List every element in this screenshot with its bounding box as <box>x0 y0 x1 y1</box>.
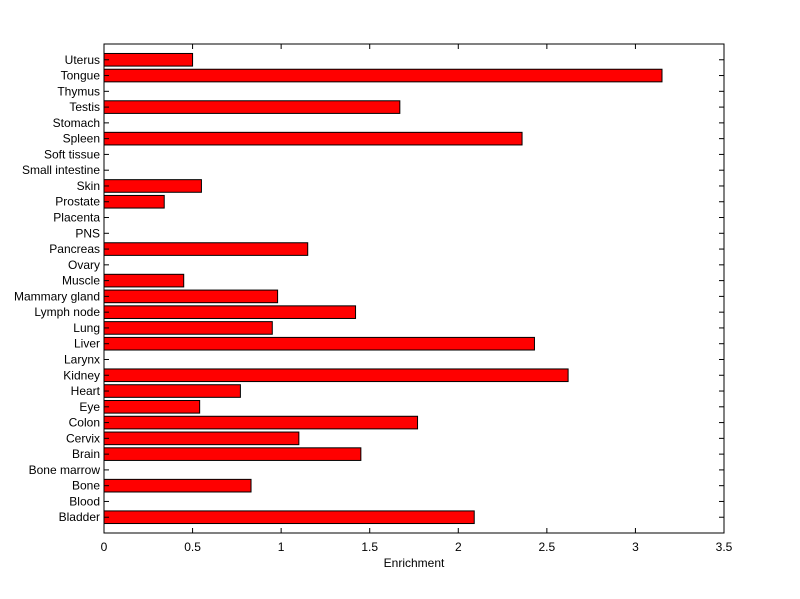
y-tick-label: Skin <box>77 179 100 193</box>
y-tick-label: Prostate <box>55 195 100 209</box>
y-tick-label: Liver <box>74 337 100 351</box>
bar-colon <box>103 415 419 430</box>
x-tick-label: 0 <box>101 540 108 554</box>
y-tick-label: Kidney <box>63 368 100 382</box>
bar-uterus <box>103 52 194 67</box>
y-tick-label: Blood <box>69 494 100 508</box>
y-tick-label: Pancreas <box>49 242 100 256</box>
x-tick-label: 0.5 <box>184 540 201 554</box>
y-tick-label: Bone marrow <box>29 463 101 477</box>
y-tick-label: Muscle <box>62 274 100 288</box>
bar-prostate <box>103 194 165 209</box>
x-tick-label: 3 <box>632 540 639 554</box>
y-tick-label: Stomach <box>53 116 100 130</box>
y-tick-label: Brain <box>72 447 100 461</box>
bar-bone <box>103 478 252 493</box>
y-tick-label: Uterus <box>65 53 100 67</box>
plot-area-frame <box>103 43 725 534</box>
bar-brain <box>103 447 362 461</box>
bar-cervix <box>103 431 300 446</box>
x-tick-label: 2 <box>455 540 462 554</box>
bar-bladder <box>103 510 475 525</box>
y-tick-label: Heart <box>71 384 101 398</box>
bar-liver <box>103 336 535 351</box>
y-tick-label: PNS <box>75 226 100 240</box>
y-tick-label: Ovary <box>68 258 100 272</box>
y-tick-label: Lymph node <box>34 305 100 319</box>
y-tick-label: Larynx <box>64 352 100 366</box>
bar-pancreas <box>103 242 309 256</box>
y-tick-label: Spleen <box>63 132 100 146</box>
y-tick-label: Thymus <box>57 84 100 98</box>
bar-tongue <box>103 68 663 83</box>
bar-mammary-gland <box>103 289 279 304</box>
bar-skin <box>103 179 202 193</box>
bar-kidney <box>103 368 569 383</box>
bar-lymph-node <box>103 305 357 319</box>
bar-heart <box>103 384 241 398</box>
bar-muscle <box>103 273 185 288</box>
x-axis-label: Enrichment <box>384 556 445 570</box>
y-tick-label: Placenta <box>53 211 100 225</box>
y-tick-label: Tongue <box>61 69 101 83</box>
x-tick-label: 2.5 <box>539 540 556 554</box>
bar-eye <box>103 399 201 414</box>
y-tick-label: Colon <box>69 416 100 430</box>
x-tick-label: 1.5 <box>361 540 378 554</box>
bar-lung <box>103 321 273 335</box>
y-tick-label: Soft tissue <box>44 147 100 161</box>
bar-spleen <box>103 131 523 146</box>
y-tick-label: Cervix <box>66 431 100 445</box>
y-tick-label: Eye <box>79 400 100 414</box>
x-tick-label: 3.5 <box>716 540 733 554</box>
x-tick-label: 1 <box>278 540 285 554</box>
ticks-group <box>103 44 725 533</box>
y-tick-label: Bone <box>72 479 100 493</box>
y-tick-label: Bladder <box>59 510 100 524</box>
y-tick-label: Small intestine <box>22 163 100 177</box>
y-tick-label: Testis <box>69 100 100 114</box>
y-tick-label: Lung <box>73 321 100 335</box>
bar-testis <box>103 100 401 114</box>
y-tick-label: Mammary gland <box>14 289 100 303</box>
bars-group <box>103 52 663 525</box>
